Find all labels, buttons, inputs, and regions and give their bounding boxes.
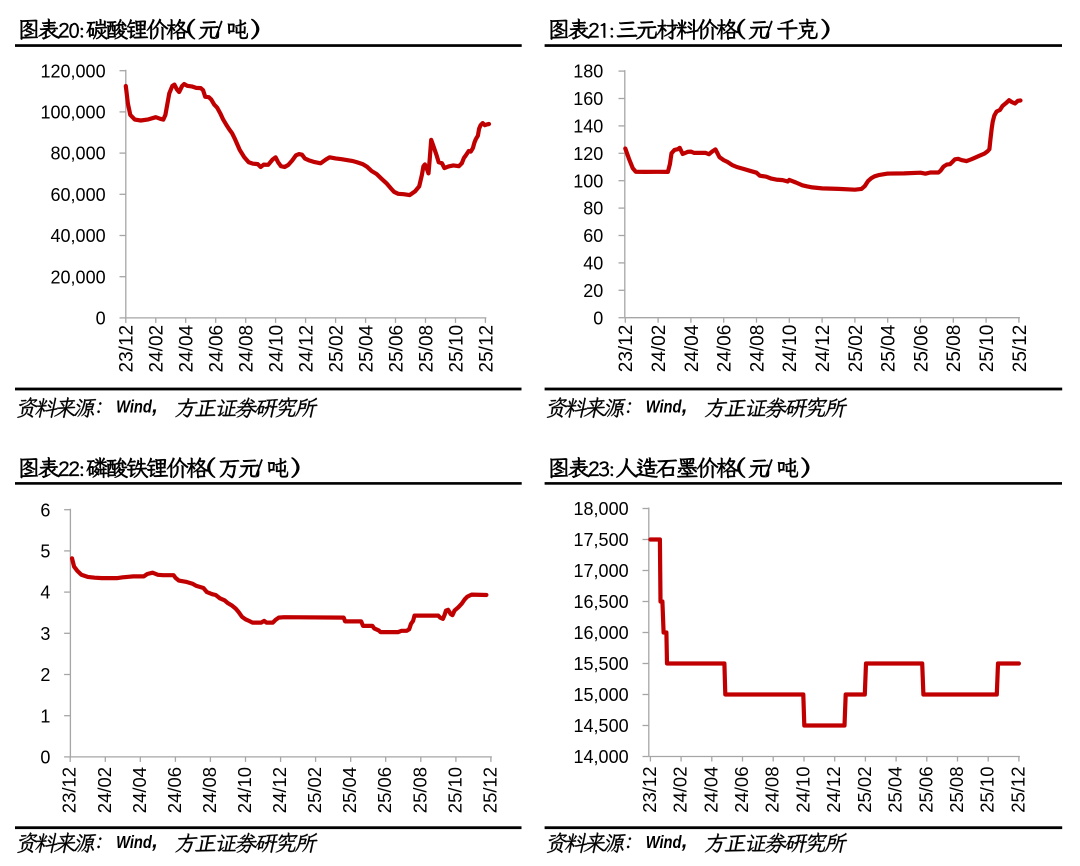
svg-text:0: 0 (40, 748, 50, 768)
svg-text:40,000: 40,000 (51, 226, 106, 246)
svg-text:0: 0 (593, 308, 603, 328)
svg-text:100,000: 100,000 (41, 103, 106, 123)
svg-text:23/12: 23/12 (616, 325, 637, 373)
svg-text:Wind: Wind (116, 832, 152, 852)
svg-text:16,500: 16,500 (574, 592, 629, 612)
svg-text:25/12: 25/12 (1007, 767, 1028, 813)
svg-text:25/08: 25/08 (944, 325, 965, 373)
svg-text:24/02: 24/02 (649, 325, 670, 373)
svg-text:,: , (151, 830, 158, 853)
svg-text:23/12: 23/12 (59, 767, 80, 813)
svg-text:25/10: 25/10 (977, 767, 998, 813)
svg-text:24/02: 24/02 (670, 767, 691, 813)
svg-text:,: , (681, 830, 688, 853)
svg-text:15,500: 15,500 (574, 654, 629, 674)
svg-text:40: 40 (583, 254, 603, 274)
svg-text:24/08: 24/08 (762, 767, 783, 813)
svg-text:24/12: 24/12 (823, 767, 844, 813)
svg-text:18,000: 18,000 (574, 499, 629, 519)
svg-text:80,000: 80,000 (51, 144, 106, 164)
svg-text:,: , (151, 394, 158, 417)
svg-text:25/02: 25/02 (846, 325, 867, 373)
svg-text:23/12: 23/12 (639, 767, 660, 813)
svg-text:14,500: 14,500 (574, 716, 629, 736)
svg-text:25/12: 25/12 (476, 325, 497, 373)
svg-text:24/02: 24/02 (147, 325, 168, 373)
svg-text:160: 160 (573, 89, 603, 109)
svg-text:17,500: 17,500 (574, 530, 629, 550)
svg-text:25/06: 25/06 (374, 767, 395, 813)
svg-text:24/10: 24/10 (267, 325, 288, 373)
svg-text:24/12: 24/12 (297, 325, 318, 373)
svg-text:25/04: 25/04 (885, 767, 906, 813)
svg-text:25/08: 25/08 (416, 325, 437, 373)
svg-text:0: 0 (96, 309, 106, 329)
svg-text:24/06: 24/06 (731, 767, 752, 813)
svg-text:25/04: 25/04 (879, 324, 900, 372)
svg-text:60: 60 (583, 226, 603, 246)
svg-text:24/04: 24/04 (700, 767, 721, 813)
svg-text:25/04: 25/04 (339, 767, 360, 813)
svg-text:15,000: 15,000 (574, 685, 629, 705)
svg-text:2: 2 (40, 665, 50, 685)
svg-text:,: , (681, 394, 688, 417)
svg-text:80: 80 (583, 199, 603, 219)
svg-text:60,000: 60,000 (51, 185, 106, 205)
svg-text:25/02: 25/02 (304, 767, 325, 813)
svg-text:17,000: 17,000 (574, 561, 629, 581)
svg-text:24/04: 24/04 (129, 767, 150, 813)
svg-text:6: 6 (40, 500, 50, 520)
svg-text:Wind: Wind (116, 397, 152, 417)
svg-text:3: 3 (40, 624, 50, 644)
svg-text:24/06: 24/06 (207, 325, 228, 373)
svg-text:24/04: 24/04 (177, 324, 198, 372)
svg-text:140: 140 (573, 117, 603, 137)
svg-text:25/10: 25/10 (977, 325, 998, 373)
svg-text:24/02: 24/02 (94, 767, 115, 813)
svg-text:25/02: 25/02 (854, 767, 875, 813)
svg-text:25/06: 25/06 (911, 325, 932, 373)
svg-text:24/04: 24/04 (682, 324, 703, 372)
svg-text:23/12: 23/12 (117, 325, 138, 373)
svg-text:24/10: 24/10 (234, 767, 255, 813)
svg-text:24/06: 24/06 (715, 325, 736, 373)
svg-text:16,000: 16,000 (574, 623, 629, 643)
svg-text:24/08: 24/08 (747, 325, 768, 373)
svg-text:25/10: 25/10 (446, 325, 467, 373)
svg-text:24/10: 24/10 (793, 767, 814, 813)
svg-text:24/12: 24/12 (269, 767, 290, 813)
svg-text:120: 120 (573, 144, 603, 164)
svg-text:Wind: Wind (646, 832, 682, 852)
svg-text:25/06: 25/06 (915, 767, 936, 813)
svg-text:4: 4 (40, 583, 50, 603)
svg-text:25/08: 25/08 (409, 767, 430, 813)
svg-text:24/12: 24/12 (813, 325, 834, 373)
svg-text:25/12: 25/12 (479, 767, 500, 813)
svg-text:24/06: 24/06 (164, 767, 185, 813)
svg-text:25/10: 25/10 (444, 767, 465, 813)
svg-text:25/04: 25/04 (357, 324, 378, 372)
svg-text:25/02: 25/02 (327, 325, 348, 373)
svg-text:25/12: 25/12 (1010, 325, 1031, 373)
svg-text:1: 1 (40, 706, 50, 726)
svg-text:120,000: 120,000 (41, 61, 106, 81)
svg-text:5: 5 (40, 542, 50, 562)
svg-text:180: 180 (573, 62, 603, 82)
svg-text:24/10: 24/10 (780, 325, 801, 373)
svg-text:Wind: Wind (646, 397, 682, 417)
svg-text:100: 100 (573, 171, 603, 191)
svg-text:24/08: 24/08 (199, 767, 220, 813)
svg-text:25/06: 25/06 (386, 325, 407, 373)
svg-text:20,000: 20,000 (51, 267, 106, 287)
svg-text:20: 20 (583, 281, 603, 301)
svg-text:14,000: 14,000 (574, 747, 629, 767)
svg-text:25/08: 25/08 (946, 767, 967, 813)
svg-text:24/08: 24/08 (237, 325, 258, 373)
